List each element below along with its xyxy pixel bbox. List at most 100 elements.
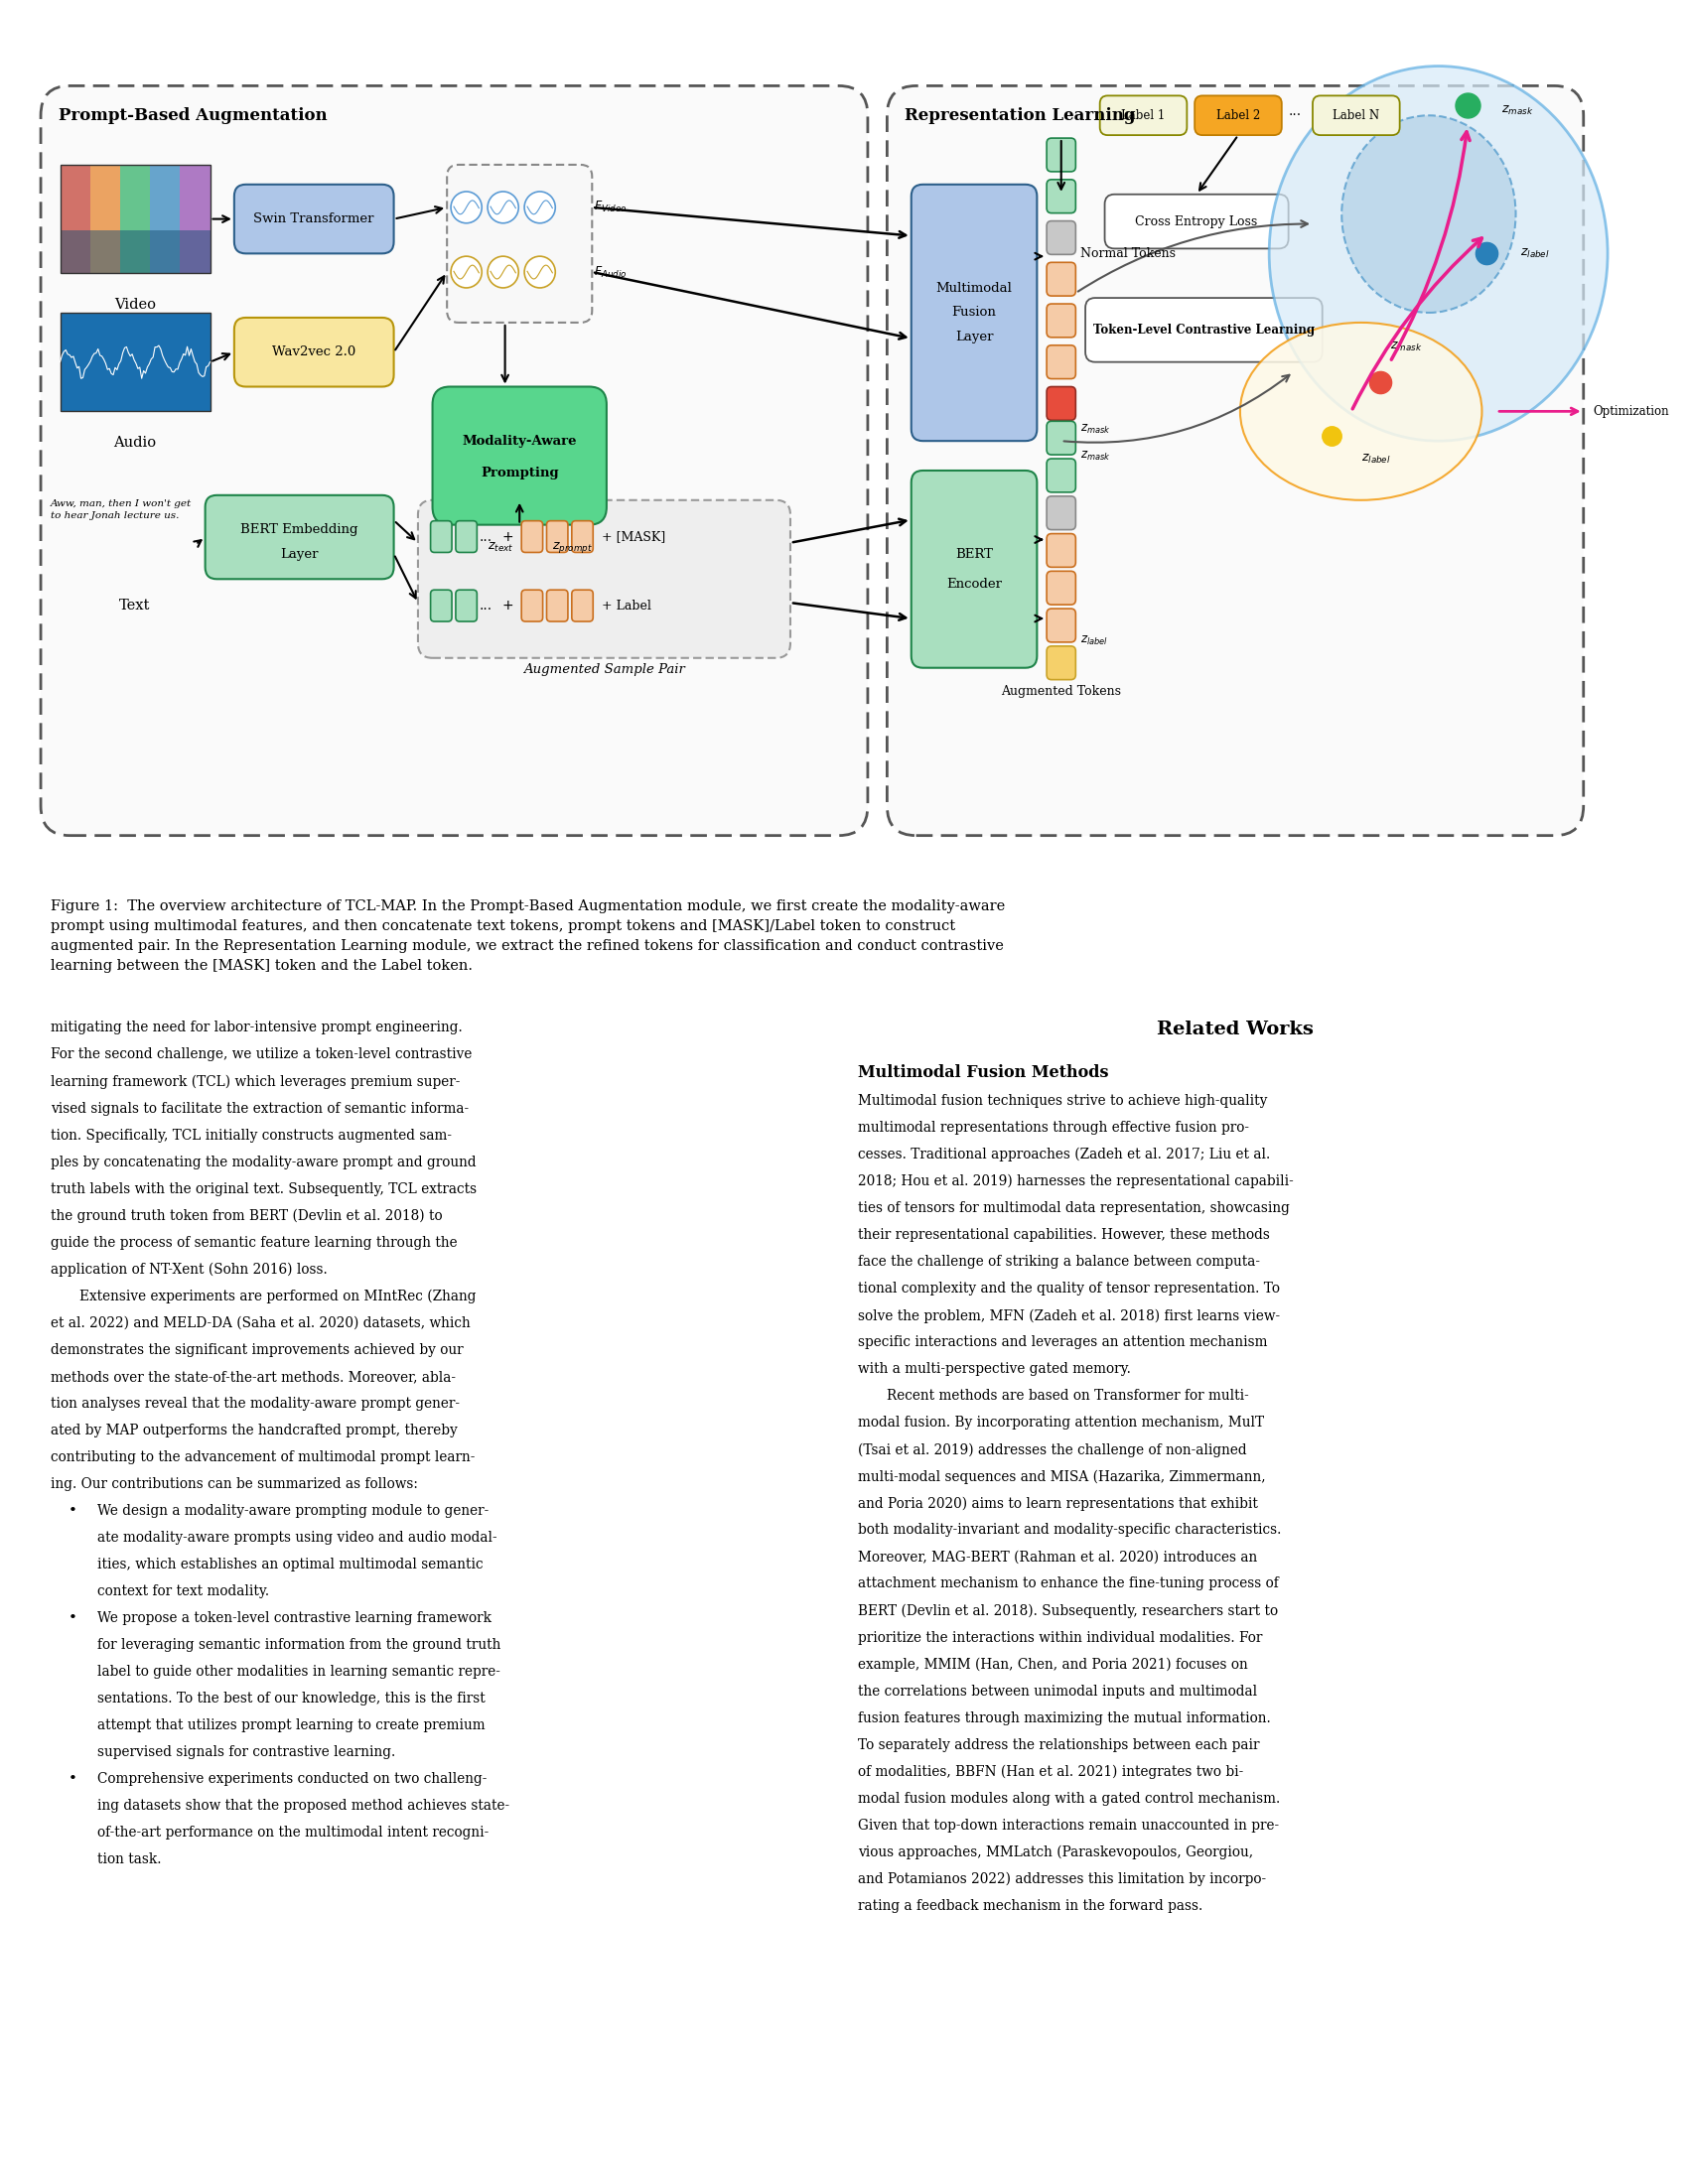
Text: BERT Embedding: BERT Embedding <box>241 522 358 535</box>
FancyBboxPatch shape <box>522 590 544 622</box>
Text: label to guide other modalities in learning semantic repre-: label to guide other modalities in learn… <box>96 1664 500 1679</box>
Text: ing. Our contributions can be summarized as follows:: ing. Our contributions can be summarized… <box>51 1476 417 1492</box>
Text: tion task.: tion task. <box>96 1852 160 1867</box>
Text: We design a modality-aware prompting module to gener-: We design a modality-aware prompting mod… <box>96 1505 488 1518</box>
Text: their representational capabilities. However, these methods: their representational capabilities. How… <box>858 1227 1269 1243</box>
Text: For the second challenge, we utilize a token-level contrastive: For the second challenge, we utilize a t… <box>51 1048 473 1061</box>
Text: Video: Video <box>115 297 155 312</box>
Text: Text: Text <box>120 598 150 614</box>
FancyBboxPatch shape <box>547 520 567 553</box>
Text: Aww, man, then I won't get
to hear Jonah lecture us.: Aww, man, then I won't get to hear Jonah… <box>51 500 191 520</box>
Text: ities, which establishes an optimal multimodal semantic: ities, which establishes an optimal mult… <box>96 1557 483 1572</box>
Text: 2018; Hou et al. 2019) harnesses the representational capabili-: 2018; Hou et al. 2019) harnesses the rep… <box>858 1175 1293 1188</box>
FancyBboxPatch shape <box>1047 496 1075 531</box>
Text: with a multi-perspective gated memory.: with a multi-perspective gated memory. <box>858 1363 1131 1376</box>
Text: Multimodal: Multimodal <box>935 282 1013 295</box>
Text: Related Works: Related Works <box>1156 1020 1313 1040</box>
FancyBboxPatch shape <box>1313 96 1399 135</box>
Text: $z_{prompt}$: $z_{prompt}$ <box>552 539 592 555</box>
Text: guide the process of semantic feature learning through the: guide the process of semantic feature le… <box>51 1236 457 1249</box>
Text: Moreover, MAG-BERT (Rahman et al. 2020) introduces an: Moreover, MAG-BERT (Rahman et al. 2020) … <box>858 1551 1258 1564</box>
Text: Prompting: Prompting <box>481 467 559 480</box>
Text: example, MMIM (Han, Chen, and Poria 2021) focuses on: example, MMIM (Han, Chen, and Poria 2021… <box>858 1658 1247 1671</box>
Text: $z_{mask}$: $z_{mask}$ <box>1080 422 1111 435</box>
Text: + [MASK]: + [MASK] <box>601 531 665 544</box>
Text: Multimodal fusion techniques strive to achieve high-quality: Multimodal fusion techniques strive to a… <box>858 1094 1268 1107</box>
Text: ing datasets show that the proposed method achieves state-: ing datasets show that the proposed meth… <box>96 1800 510 1813</box>
Text: Layer: Layer <box>280 548 319 561</box>
FancyBboxPatch shape <box>1047 221 1075 256</box>
Bar <box>61 229 209 273</box>
FancyBboxPatch shape <box>1047 304 1075 336</box>
Bar <box>89 164 120 273</box>
FancyBboxPatch shape <box>1085 297 1322 363</box>
FancyBboxPatch shape <box>1047 646 1075 679</box>
Text: truth labels with the original text. Subsequently, TCL extracts: truth labels with the original text. Sub… <box>51 1182 476 1197</box>
Text: •: • <box>68 1771 76 1787</box>
Text: $F_{Audio}$: $F_{Audio}$ <box>594 264 628 280</box>
FancyBboxPatch shape <box>912 470 1036 668</box>
Text: tion. Specifically, TCL initially constructs augmented sam-: tion. Specifically, TCL initially constr… <box>51 1129 452 1142</box>
FancyBboxPatch shape <box>1047 262 1075 295</box>
Circle shape <box>451 256 481 288</box>
FancyBboxPatch shape <box>447 164 592 323</box>
Text: •: • <box>68 1612 76 1625</box>
Bar <box>181 164 209 273</box>
Circle shape <box>488 192 518 223</box>
FancyBboxPatch shape <box>432 387 606 524</box>
FancyBboxPatch shape <box>888 85 1583 836</box>
Text: attempt that utilizes prompt learning to create premium: attempt that utilizes prompt learning to… <box>96 1719 484 1732</box>
FancyBboxPatch shape <box>572 520 592 553</box>
FancyBboxPatch shape <box>522 520 544 553</box>
Text: $z_{label}$: $z_{label}$ <box>1361 452 1391 465</box>
Text: Audio: Audio <box>113 437 157 450</box>
Text: demonstrates the significant improvements achieved by our: demonstrates the significant improvement… <box>51 1343 463 1356</box>
Text: the ground truth token from BERT (Devlin et al. 2018) to: the ground truth token from BERT (Devlin… <box>51 1208 442 1223</box>
Text: $z_{mask}$: $z_{mask}$ <box>1080 450 1111 463</box>
Text: ples by concatenating the modality-aware prompt and ground: ples by concatenating the modality-aware… <box>51 1155 476 1168</box>
Bar <box>61 312 209 411</box>
FancyBboxPatch shape <box>1047 422 1075 454</box>
Text: To separately address the relationships between each pair: To separately address the relationships … <box>858 1738 1259 1752</box>
Text: (Tsai et al. 2019) addresses the challenge of non-aligned: (Tsai et al. 2019) addresses the challen… <box>858 1444 1247 1457</box>
FancyBboxPatch shape <box>206 496 393 579</box>
Text: ties of tensors for multimodal data representation, showcasing: ties of tensors for multimodal data repr… <box>858 1201 1290 1214</box>
Text: $z_{mask}$: $z_{mask}$ <box>1389 341 1423 354</box>
Text: of-the-art performance on the multimodal intent recogni-: of-the-art performance on the multimodal… <box>96 1826 488 1839</box>
Text: $F_{Video}$: $F_{Video}$ <box>594 201 628 214</box>
Text: multi-modal sequences and MISA (Hazarika, Zimmermann,: multi-modal sequences and MISA (Hazarika… <box>858 1470 1266 1483</box>
FancyBboxPatch shape <box>912 183 1036 441</box>
Text: Label 2: Label 2 <box>1217 109 1261 122</box>
Bar <box>150 164 181 273</box>
Text: Normal Tokens: Normal Tokens <box>1080 247 1177 260</box>
Text: ···: ··· <box>1288 109 1301 122</box>
Bar <box>61 164 89 273</box>
Text: +: + <box>501 598 513 614</box>
Text: of modalities, BBFN (Han et al. 2021) integrates two bi-: of modalities, BBFN (Han et al. 2021) in… <box>858 1765 1244 1780</box>
Text: BERT (Devlin et al. 2018). Subsequently, researchers start to: BERT (Devlin et al. 2018). Subsequently,… <box>858 1603 1278 1618</box>
Text: ate modality-aware prompts using video and audio modal-: ate modality-aware prompts using video a… <box>96 1531 496 1544</box>
Text: et al. 2022) and MELD-DA (Saha et al. 2020) datasets, which: et al. 2022) and MELD-DA (Saha et al. 20… <box>51 1317 471 1330</box>
Text: Encoder: Encoder <box>947 577 1003 590</box>
Text: We propose a token-level contrastive learning framework: We propose a token-level contrastive lea… <box>96 1612 491 1625</box>
Text: contributing to the advancement of multimodal prompt learn-: contributing to the advancement of multi… <box>51 1450 474 1463</box>
Text: vious approaches, MMLatch (Paraskevopoulos, Georgiou,: vious approaches, MMLatch (Paraskevopoul… <box>858 1845 1254 1859</box>
Text: Representation Learning: Representation Learning <box>905 107 1136 124</box>
FancyBboxPatch shape <box>430 590 452 622</box>
Text: Optimization: Optimization <box>1593 404 1669 417</box>
Text: for leveraging semantic information from the ground truth: for leveraging semantic information from… <box>96 1638 500 1651</box>
Text: Layer: Layer <box>955 332 993 343</box>
Text: tional complexity and the quality of tensor representation. To: tional complexity and the quality of ten… <box>858 1282 1280 1295</box>
Text: specific interactions and leverages an attention mechanism: specific interactions and leverages an a… <box>858 1334 1268 1350</box>
FancyBboxPatch shape <box>1047 533 1075 568</box>
Text: rating a feedback mechanism in the forward pass.: rating a feedback mechanism in the forwa… <box>858 1898 1204 1913</box>
FancyBboxPatch shape <box>1195 96 1281 135</box>
Text: and Poria 2020) aims to learn representations that exhibit: and Poria 2020) aims to learn representa… <box>858 1496 1258 1511</box>
Text: ...: ... <box>479 598 493 614</box>
FancyBboxPatch shape <box>572 590 592 622</box>
Text: Swin Transformer: Swin Transformer <box>253 212 375 225</box>
Text: face the challenge of striking a balance between computa-: face the challenge of striking a balance… <box>858 1256 1261 1269</box>
FancyBboxPatch shape <box>1047 387 1075 419</box>
Text: methods over the state-of-the-art methods. Moreover, abla-: methods over the state-of-the-art method… <box>51 1369 456 1385</box>
Text: context for text modality.: context for text modality. <box>96 1583 268 1599</box>
